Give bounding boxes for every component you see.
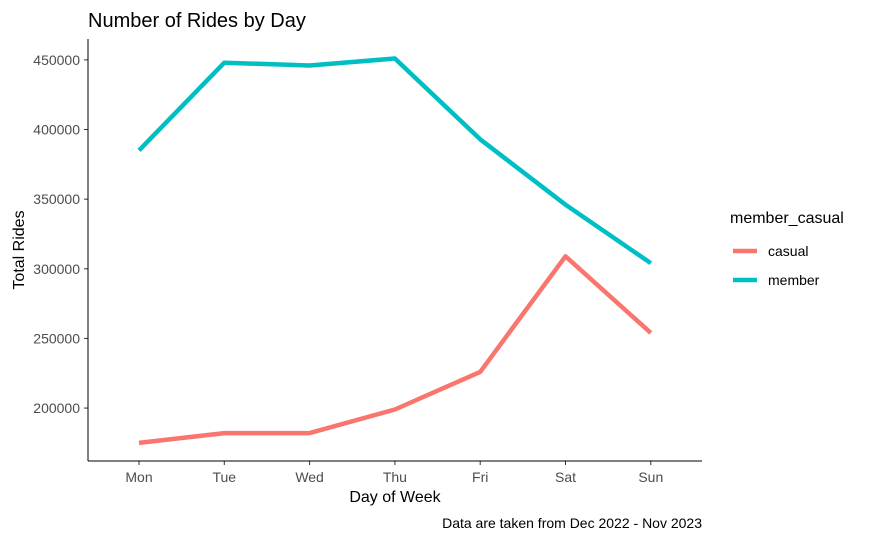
x-tick-label: Fri xyxy=(472,469,488,485)
y-tick-label: 200000 xyxy=(33,400,80,416)
x-tick-label: Wed xyxy=(295,469,324,485)
x-tick-label: Thu xyxy=(383,469,407,485)
x-tick-label: Tue xyxy=(212,469,236,485)
chart-title: Number of Rides by Day xyxy=(88,10,306,32)
x-axis-title: Day of Week xyxy=(349,489,441,506)
y-tick-label: 450000 xyxy=(33,52,80,68)
legend-label-member: member xyxy=(768,272,820,288)
y-axis-ticks: 200000 250000 300000 350000 400000 450000 xyxy=(33,52,88,416)
x-tick-label: Sun xyxy=(638,469,663,485)
x-tick-label: Mon xyxy=(125,469,152,485)
legend-label-casual: casual xyxy=(768,243,808,259)
legend-title: member_casual xyxy=(730,210,844,227)
series-line-casual xyxy=(138,254,653,446)
chart-caption: Data are taken from Dec 2022 - Nov 2023 xyxy=(442,515,702,531)
y-tick-label: 400000 xyxy=(33,122,80,138)
y-tick-label: 350000 xyxy=(33,191,80,207)
x-tick-label: Sat xyxy=(555,469,576,485)
series-line-member xyxy=(137,56,653,266)
y-axis-title: Total Rides xyxy=(11,210,28,289)
x-axis-ticks: Mon Tue Wed Thu Fri Sat Sun xyxy=(125,461,663,485)
series-lines xyxy=(137,56,653,446)
legend: casual member xyxy=(733,243,820,288)
y-tick-label: 250000 xyxy=(33,330,80,346)
y-tick-label: 300000 xyxy=(33,261,80,277)
